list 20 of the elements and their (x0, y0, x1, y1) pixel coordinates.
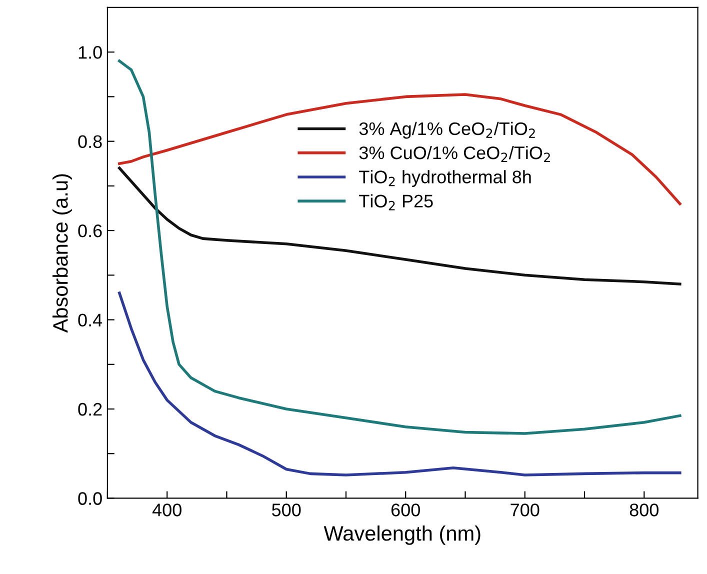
y-tick-label: 0.4 (78, 314, 102, 326)
x-tick-label: 800 (630, 504, 658, 516)
y-tick-label: 0.2 (78, 402, 102, 416)
line-series (118, 292, 682, 476)
y-tick-label: 1.0 (78, 46, 102, 59)
line-series (118, 60, 682, 435)
y-axis-title: Absorbance (a.u) (52, 174, 72, 333)
x-tick-label: 700 (510, 504, 540, 516)
y-tick-label: 0.6 (78, 224, 102, 238)
legend-label: TiO$_{2}$ hydrothermal 8h (359, 170, 531, 187)
legend-label: TiO$_{2}$ P25 (359, 194, 433, 210)
x-tick-label: 400 (152, 504, 182, 516)
legend-label: 3% Ag/1% CeO$_{2}$/TiO$_{2}$ (359, 122, 535, 139)
legend-label: 3% CuO/1% CeO$_{2}$/TiO$_{2}$ (359, 146, 550, 162)
x-tick-label: 600 (391, 504, 420, 516)
x-tick-label: 500 (272, 504, 301, 516)
line-series (118, 166, 682, 286)
x-axis-title: Wavelength (nm) (324, 525, 480, 545)
y-tick-label: 0.8 (78, 135, 102, 148)
y-tick-label: 0.0 (78, 492, 102, 505)
